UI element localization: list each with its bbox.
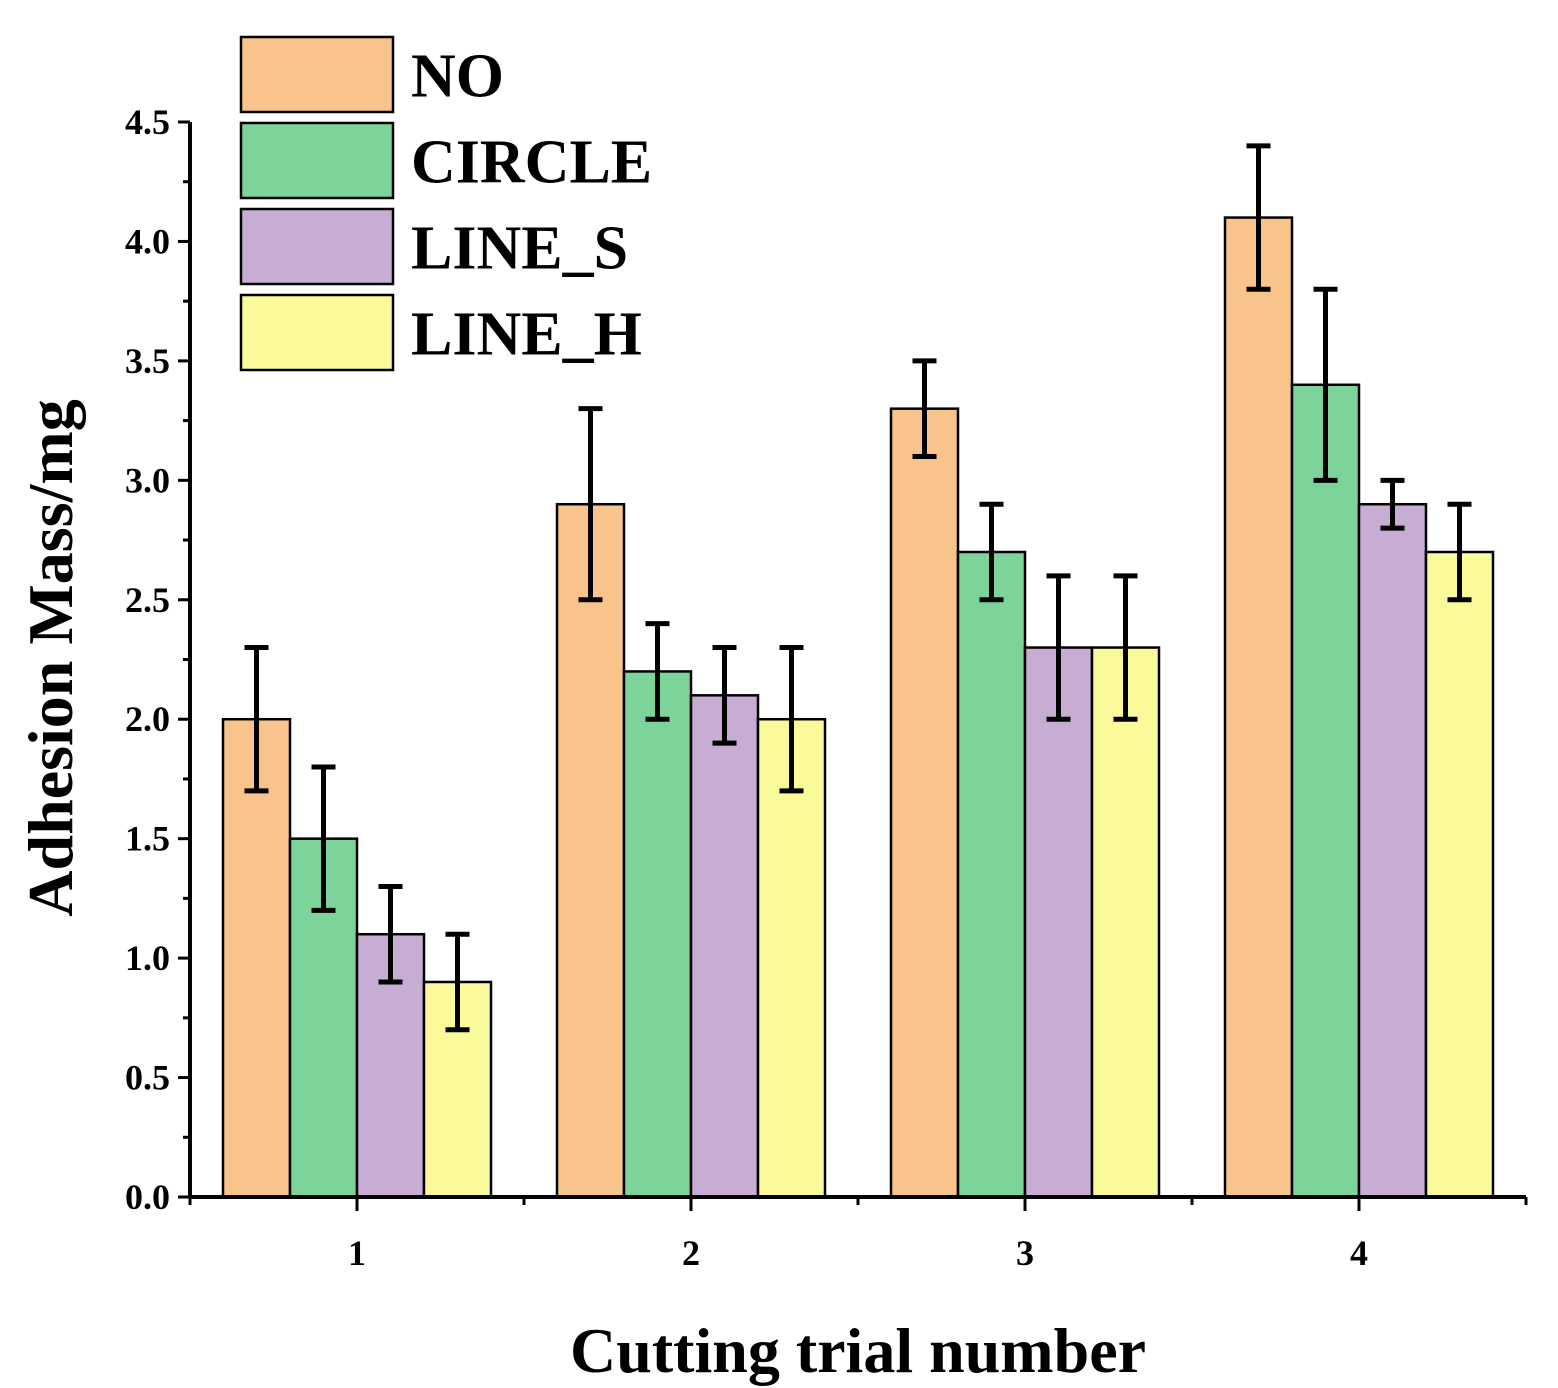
y-tick-label: 1.0 [125, 938, 170, 978]
y-tick-label: 0.0 [125, 1177, 170, 1217]
x-axis-title: Cutting trial number [570, 1315, 1146, 1386]
y-tick-label: 1.5 [125, 819, 170, 859]
bar-circle-2 [622, 670, 693, 1199]
y-tick-label: 3.0 [125, 460, 170, 500]
legend-label-no: NO [411, 43, 504, 111]
bar-line_s-4 [1357, 502, 1428, 1199]
bar-no-4 [1223, 216, 1294, 1199]
axes-layer: 0.0 0.5 1.0 1.5 2.0 2.5 3.0 3.5 4.0 4.5 1 2 3 4 [125, 102, 1528, 1273]
error-bars-layer [244, 143, 1472, 1033]
legend-swatch-circle [239, 121, 395, 200]
bar-line_s-2 [689, 694, 760, 1199]
y-tick-label: 2.5 [125, 580, 170, 620]
bar-line_h-4 [1424, 550, 1495, 1199]
x-tick-label: 4 [1350, 1233, 1368, 1273]
bar-no-1 [221, 717, 292, 1199]
legend-swatch-line_h [239, 293, 395, 372]
bar-no-2 [555, 502, 626, 1199]
bar-line_h-3 [1090, 646, 1161, 1199]
legend-label-line_h: LINE_H [411, 301, 642, 369]
y-tick-label: 2.0 [125, 699, 170, 739]
legend-label-line_s: LINE_S [411, 215, 628, 283]
y-axis-title: Adhesion Mass/mg [15, 399, 86, 916]
bar-circle-4 [1290, 383, 1361, 1199]
x-tick-label: 2 [682, 1233, 700, 1273]
legend-label-circle: CIRCLE [411, 129, 652, 197]
bar-no-3 [889, 407, 960, 1199]
legend-swatch-line_s [239, 207, 395, 286]
y-tick-label: 4.5 [125, 102, 170, 142]
y-tick-label: 0.5 [125, 1058, 170, 1098]
bar-line_s-3 [1023, 646, 1094, 1199]
legend-swatch-no [239, 35, 395, 114]
legend: NO CIRCLE LINE_S LINE_H [239, 35, 652, 372]
x-tick-label: 3 [1016, 1233, 1034, 1273]
x-tick-label: 1 [348, 1233, 366, 1273]
y-tick-label: 4.0 [125, 221, 170, 261]
bar-circle-3 [956, 550, 1027, 1199]
y-tick-label: 3.5 [125, 341, 170, 381]
